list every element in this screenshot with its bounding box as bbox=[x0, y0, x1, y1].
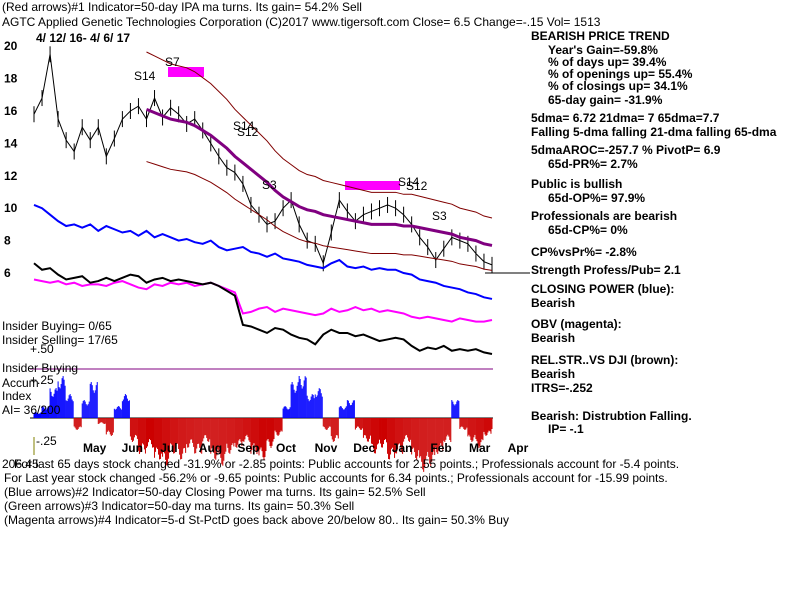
obv-line bbox=[33, 278, 493, 323]
index-label: Index bbox=[2, 389, 32, 403]
rel-str-line bbox=[33, 262, 493, 355]
right-panel-line: CLOSING POWER (blue): bbox=[531, 282, 675, 296]
right-panel-line: 5dma= 6.72 21dma= 7 65dma=7.7 bbox=[531, 111, 720, 125]
right-panel-line: Professionals are bearish bbox=[531, 209, 678, 223]
x-tick-label: Dec bbox=[353, 441, 375, 455]
x-tick-label: Jul bbox=[160, 441, 177, 455]
insider-selling-count: Insider Selling= 17/65 bbox=[2, 333, 118, 347]
signal-label: S14 bbox=[398, 175, 420, 189]
accum-minus25-label: -.25 bbox=[36, 434, 57, 448]
right-panel-line: Strength Profess/Pub= 2.1 bbox=[531, 263, 681, 277]
signal-label: S3 bbox=[262, 178, 277, 192]
right-panel-line: 65-day gain= -31.9% bbox=[548, 93, 663, 107]
footer-line-2: For Last year stock changed -56.2% or -9… bbox=[4, 471, 668, 485]
ai-label: AI= 36/200 bbox=[2, 403, 61, 417]
signal-label: S14 bbox=[233, 119, 255, 133]
x-tick-label: Aug bbox=[199, 441, 222, 455]
right-panel-line: Year's Gain=-59.8% bbox=[548, 43, 658, 57]
insider-buying-label: Insider Buying bbox=[2, 361, 79, 375]
right-panel-line: Public is bullish bbox=[531, 177, 623, 191]
x-tick-label: Jan bbox=[392, 441, 413, 455]
x-tick-label: Sep bbox=[237, 441, 259, 455]
y-tick-label: 12 bbox=[4, 169, 18, 183]
magenta-signal-block bbox=[345, 181, 400, 190]
accum-plus25-label: +.25 bbox=[30, 373, 54, 387]
x-tick-label: Mar bbox=[469, 441, 491, 455]
y-tick-label: 18 bbox=[4, 72, 18, 86]
accum-plus50-label: +.50 bbox=[30, 342, 54, 356]
footer-line-5: (Magenta arrows)#4 Indicator=5-d St-PctD… bbox=[4, 513, 509, 527]
header-title-line: AGTC Applied Genetic Technologies Corpor… bbox=[2, 15, 601, 29]
right-panel-line: Falling 5-dma falling 21-dma falling 65-… bbox=[531, 125, 777, 139]
right-panel-line: CP%vsPr%= -2.8% bbox=[531, 245, 637, 259]
y-tick-label: 8 bbox=[4, 234, 11, 248]
magenta-signal-block bbox=[168, 67, 204, 77]
upper-band-line bbox=[146, 51, 493, 219]
signal-label: S7 bbox=[165, 55, 180, 69]
header-indicator-line: (Red arrows)#1 Indicator=50-day IPA ma t… bbox=[2, 0, 362, 14]
x-tick-label: Apr bbox=[508, 441, 529, 455]
x-tick-label: Feb bbox=[430, 441, 451, 455]
right-panel-line: Bearish: Distrubtion Falling. bbox=[531, 409, 692, 423]
right-panel-line: 65d-PR%= 2.7% bbox=[548, 157, 638, 171]
y-tick-label: 20 bbox=[4, 39, 18, 53]
x-tick-label: Jun bbox=[122, 441, 143, 455]
y-tick-label: 10 bbox=[4, 201, 18, 215]
day-number: 206.45 bbox=[2, 457, 39, 471]
x-tick-label: Oct bbox=[276, 441, 296, 455]
signal-label: S14 bbox=[134, 69, 156, 83]
right-panel-line: % of openings up= 55.4% bbox=[548, 67, 693, 81]
right-panel-line: % of closings up= 34.1% bbox=[548, 79, 688, 93]
accum-label: Accum bbox=[2, 376, 39, 390]
right-panel-line: 5dmaAROC=-257.7 % PivotP= 6.9 bbox=[531, 143, 721, 157]
right-panel-line: REL.STR..VS DJI (brown): bbox=[531, 353, 679, 367]
right-panel-line: Bearish bbox=[531, 367, 576, 381]
right-panel-line: % of days up= 39.4% bbox=[548, 55, 667, 69]
footer-line-3: (Blue arrows)#2 Indicator=50-day Closing… bbox=[4, 485, 426, 499]
closing-power-line bbox=[33, 204, 493, 300]
right-panel-line: OBV (magenta): bbox=[531, 317, 622, 331]
price-line bbox=[33, 54, 493, 266]
x-tick-label: May bbox=[83, 441, 107, 455]
insider-buying-count: Insider Buying= 0/65 bbox=[2, 319, 112, 333]
ma65-line bbox=[145, 107, 493, 247]
signal-label: S12 bbox=[237, 125, 259, 139]
footer-line-4: (Green arrows)#3 Indicator=50-day ma tur… bbox=[4, 499, 355, 513]
right-panel-line: ITRS=-.252 bbox=[531, 381, 593, 395]
right-panel-line: 65d-OP%= 97.9% bbox=[548, 191, 646, 205]
right-panel-line: BEARISH PRICE TREND bbox=[531, 29, 670, 43]
y-tick-label: 16 bbox=[4, 104, 18, 118]
footer-line-1: For last 65 days stock changed -31.9% or… bbox=[14, 457, 680, 471]
date-range: 4/ 12/ 16- 4/ 6/ 17 bbox=[36, 31, 131, 45]
right-panel-line: IP= -.1 bbox=[548, 422, 584, 436]
x-tick-label: Nov bbox=[315, 441, 338, 455]
y-tick-label: 14 bbox=[4, 136, 18, 150]
lower-band-line bbox=[146, 161, 493, 271]
y-tick-label: 6 bbox=[4, 266, 11, 280]
right-panel-line: 65d-CP%= 0% bbox=[548, 223, 628, 237]
signal-label: S12 bbox=[406, 179, 428, 193]
right-panel-line: Bearish bbox=[531, 296, 576, 310]
signal-label: S3 bbox=[432, 209, 447, 223]
right-panel-line: Bearish bbox=[531, 331, 576, 345]
